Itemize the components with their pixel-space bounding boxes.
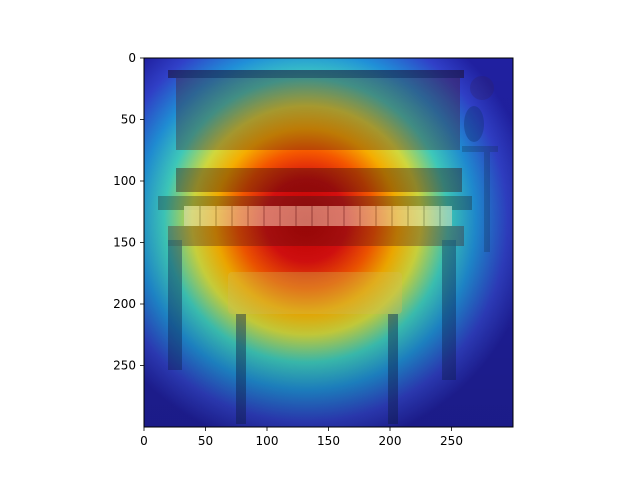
x-tick-label: 150 <box>317 434 340 448</box>
x-tick-label: 200 <box>379 434 402 448</box>
y-tick-label: 100 <box>113 174 136 188</box>
y-tick-label: 250 <box>113 359 136 373</box>
y-tick-label: 50 <box>121 113 136 127</box>
x-axis: 0 50 100 150 200 250 <box>140 427 463 448</box>
x-tick-label: 100 <box>256 434 279 448</box>
y-tick-label: 0 <box>128 51 136 65</box>
y-tick-label: 200 <box>113 297 136 311</box>
x-tick-label: 50 <box>198 434 213 448</box>
y-axis: 0 50 100 150 200 250 <box>113 51 144 373</box>
y-tick-label: 150 <box>113 236 136 250</box>
plot-area <box>143 57 514 428</box>
x-tick-label: 250 <box>440 434 463 448</box>
x-tick-label: 0 <box>140 434 148 448</box>
